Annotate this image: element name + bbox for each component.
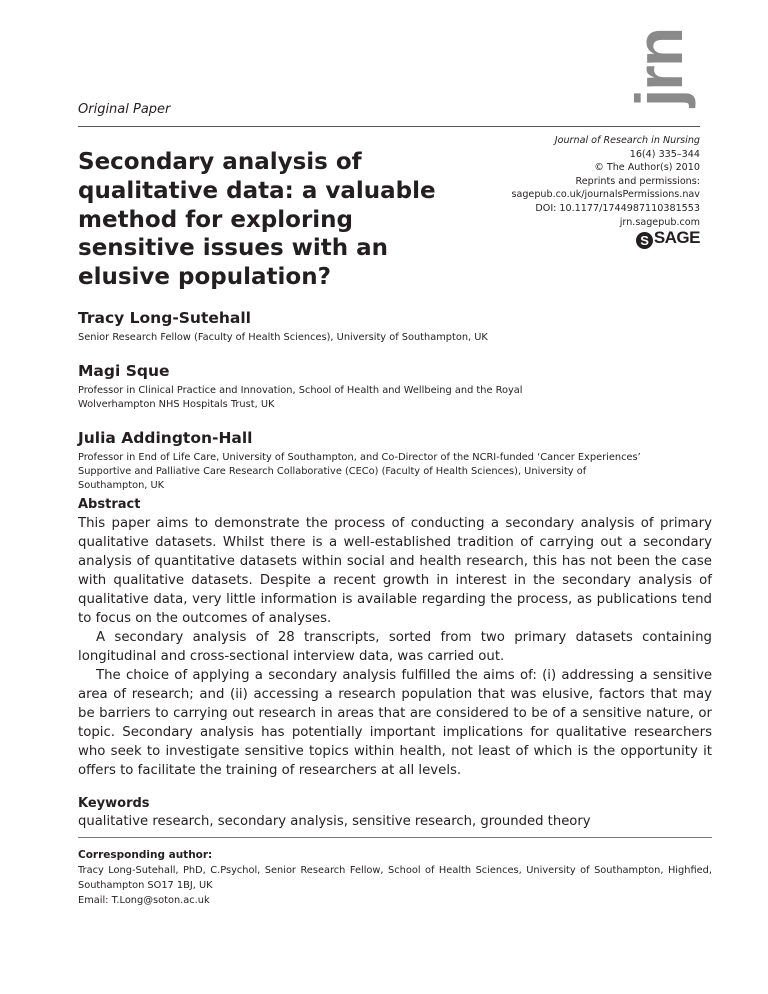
journal-site[interactable]: jrn.sagepub.com xyxy=(619,216,700,228)
author-affiliation: Professor in End of Life Care, Universit… xyxy=(78,452,641,491)
corresponding-email[interactable]: Email: T.Long@soton.ac.uk xyxy=(78,895,210,906)
author-affiliation: Professor in Clinical Practice and Innov… xyxy=(78,385,523,410)
sage-s-icon: S xyxy=(635,232,653,249)
copyright: © The Author(s) 2010 xyxy=(594,162,700,174)
jrn-logo-mark: jrn xyxy=(632,28,697,108)
article-title: Secondary analysis of qualitative data: … xyxy=(78,149,436,290)
header-rule xyxy=(78,126,700,127)
corresponding-heading: Corresponding author: xyxy=(78,849,213,861)
keywords: qualitative research, secondary analysis… xyxy=(78,814,591,829)
footer-rule xyxy=(78,837,712,838)
reprints: Reprints and permissions: xyxy=(575,175,700,187)
corresponding-author: Corresponding author: Tracy Long-Sutehal… xyxy=(78,848,712,908)
journal-volume: 16(4) 335–344 xyxy=(629,148,700,160)
abstract-paragraph: The choice of applying a secondary analy… xyxy=(78,668,712,778)
keywords-heading: Keywords xyxy=(78,796,150,811)
article-type: Original Paper xyxy=(78,102,171,117)
abstract-paragraph: A secondary analysis of 28 transcripts, … xyxy=(78,630,712,664)
doi[interactable]: DOI: 10.1177/1744987110381553 xyxy=(535,202,700,214)
journal-meta: Journal of Research in Nursing 16(4) 335… xyxy=(511,134,700,229)
abstract-paragraph: This paper aims to demonstrate the proce… xyxy=(78,516,712,626)
abstract-heading: Abstract xyxy=(78,497,141,512)
author-name: Tracy Long-Sutehall xyxy=(78,309,251,327)
corresponding-address: Tracy Long-Sutehall, PhD, C.Psychol, Sen… xyxy=(78,865,712,891)
journal-name: Journal of Research in Nursing xyxy=(554,135,700,146)
publisher-logo: S SAGE xyxy=(635,228,701,249)
journal-logo: jrn xyxy=(632,0,722,122)
author-affiliation: Senior Research Fellow (Faculty of Healt… xyxy=(78,332,488,343)
author-name: Julia Addington-Hall xyxy=(78,429,253,447)
permissions-link[interactable]: sagepub.co.uk/journalsPermissions.nav xyxy=(511,189,700,201)
abstract-body: This paper aims to demonstrate the proce… xyxy=(78,514,712,780)
author-name: Magi Sque xyxy=(78,362,170,380)
